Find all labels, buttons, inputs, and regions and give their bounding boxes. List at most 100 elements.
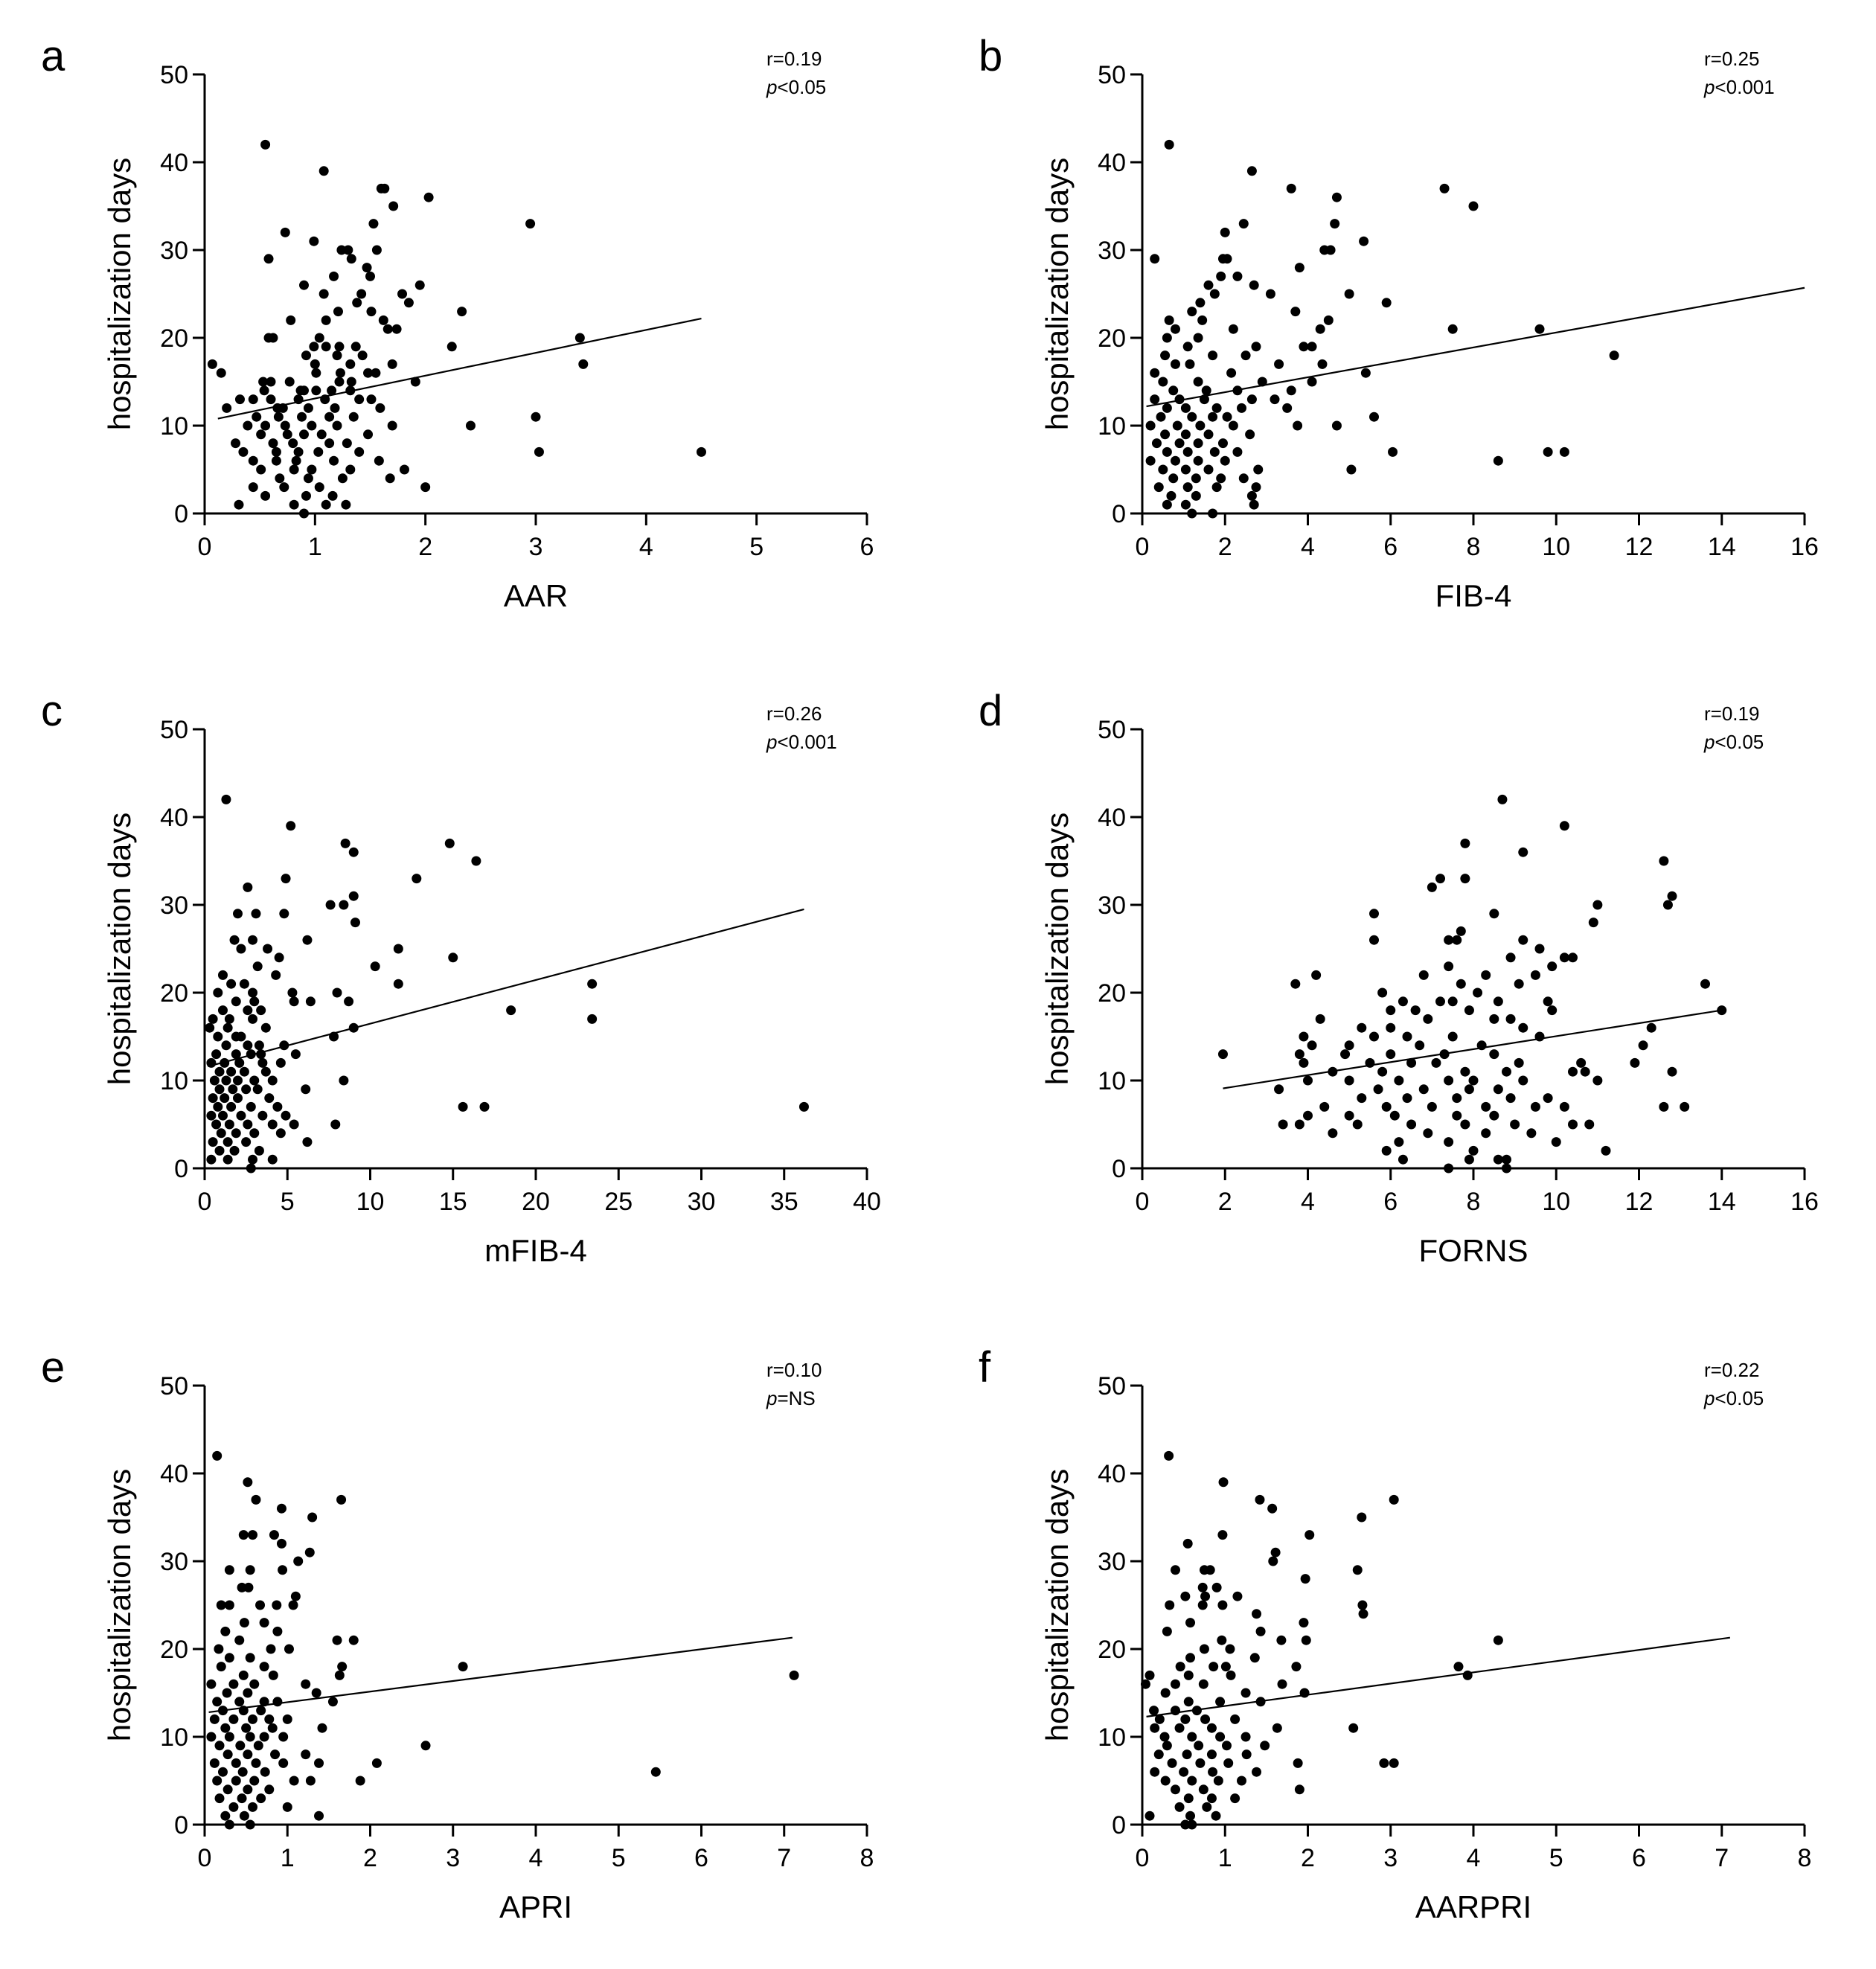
data-point <box>1609 350 1619 361</box>
data-point <box>212 1450 223 1461</box>
data-point <box>587 1014 598 1024</box>
data-point <box>1568 1119 1578 1130</box>
data-point <box>288 1600 298 1610</box>
p-value-text: <0.001 <box>1715 76 1774 98</box>
data-point <box>226 1066 237 1077</box>
data-point <box>243 420 253 431</box>
data-point <box>1213 1776 1223 1786</box>
data-point <box>1232 385 1243 396</box>
data-point <box>420 1741 431 1751</box>
data-point <box>1216 473 1226 484</box>
data-point <box>1410 1005 1421 1016</box>
data-point <box>1174 1723 1185 1733</box>
data-point <box>1203 429 1214 440</box>
y-tick-label: 50 <box>160 1372 188 1400</box>
y-tick-label: 40 <box>1098 1460 1126 1488</box>
y-tick-label: 30 <box>1098 1548 1126 1576</box>
data-point <box>248 1802 258 1812</box>
panel-label: b <box>979 32 1002 80</box>
data-point <box>1398 996 1408 1007</box>
data-point <box>339 900 349 910</box>
data-point <box>1389 1758 1399 1768</box>
data-point <box>1300 1574 1310 1584</box>
data-point <box>251 909 261 919</box>
data-point <box>1497 794 1508 804</box>
panel-label: a <box>41 32 65 80</box>
data-point <box>252 412 262 422</box>
data-point <box>1293 1758 1303 1768</box>
data-point <box>286 315 296 325</box>
data-point <box>1201 385 1211 396</box>
data-point <box>272 1697 283 1707</box>
data-point <box>798 1101 809 1112</box>
data-point <box>1260 1741 1270 1751</box>
data-point <box>307 464 317 475</box>
data-point <box>1299 1031 1309 1042</box>
data-point <box>375 403 385 413</box>
data-point <box>274 953 284 963</box>
data-point <box>280 227 290 237</box>
data-point <box>1218 1477 1229 1488</box>
data-point <box>268 1670 278 1680</box>
data-point <box>1246 394 1257 405</box>
data-point <box>282 1802 292 1812</box>
data-point <box>216 1600 226 1610</box>
data-point <box>348 1635 359 1645</box>
data-point <box>1502 1154 1511 1165</box>
data-point <box>278 1758 289 1768</box>
data-point <box>1203 464 1214 475</box>
data-point <box>290 1591 301 1601</box>
data-point <box>1180 464 1191 475</box>
data-point <box>531 412 541 422</box>
data-point <box>1576 1057 1587 1068</box>
data-point <box>252 961 263 972</box>
data-point <box>1232 271 1243 281</box>
data-point <box>1330 219 1340 229</box>
regression-line <box>208 1636 793 1714</box>
data-point <box>223 1022 233 1033</box>
data-point <box>1464 1005 1474 1016</box>
r-value: r=0.19 <box>1704 702 1759 725</box>
data-point <box>256 1793 266 1804</box>
data-point <box>238 1706 249 1716</box>
data-point <box>217 1767 228 1777</box>
data-point <box>216 1662 226 1672</box>
data-point <box>333 307 343 317</box>
data-point <box>1294 1784 1304 1795</box>
data-point <box>260 1022 271 1033</box>
data-point <box>329 271 339 281</box>
p-value: p<0.001 <box>766 731 837 753</box>
data-point <box>1151 438 1162 449</box>
data-point <box>1389 1494 1399 1505</box>
y-axis-label: hospitalization days <box>1040 813 1075 1086</box>
data-point <box>290 1049 301 1060</box>
data-point <box>1217 1049 1228 1060</box>
data-point <box>313 446 324 457</box>
data-point <box>238 1670 249 1680</box>
data-point <box>318 166 329 176</box>
data-point <box>1164 315 1174 325</box>
x-tick-label: 6 <box>694 1844 708 1872</box>
data-point <box>1435 996 1445 1007</box>
data-point <box>214 1066 225 1077</box>
data-point <box>234 1057 245 1068</box>
data-point <box>1168 473 1179 484</box>
data-point <box>271 455 281 466</box>
data-point <box>231 1049 241 1060</box>
y-axis-label: hospitalization days <box>1040 1469 1075 1742</box>
x-tick-label: 0 <box>198 1844 212 1872</box>
data-point <box>506 1005 516 1016</box>
data-point <box>387 359 397 369</box>
y-tick-label: 50 <box>1098 716 1126 744</box>
data-point <box>251 1494 261 1505</box>
data-point <box>1357 1512 1367 1523</box>
data-point <box>423 192 434 202</box>
data-point <box>1228 324 1238 334</box>
data-point <box>1200 1591 1211 1601</box>
data-point <box>1158 464 1168 475</box>
data-point <box>1162 446 1172 457</box>
x-tick-label: 8 <box>1467 533 1481 561</box>
data-point <box>217 1005 228 1016</box>
data-point <box>348 412 359 422</box>
data-point <box>1315 1014 1325 1024</box>
